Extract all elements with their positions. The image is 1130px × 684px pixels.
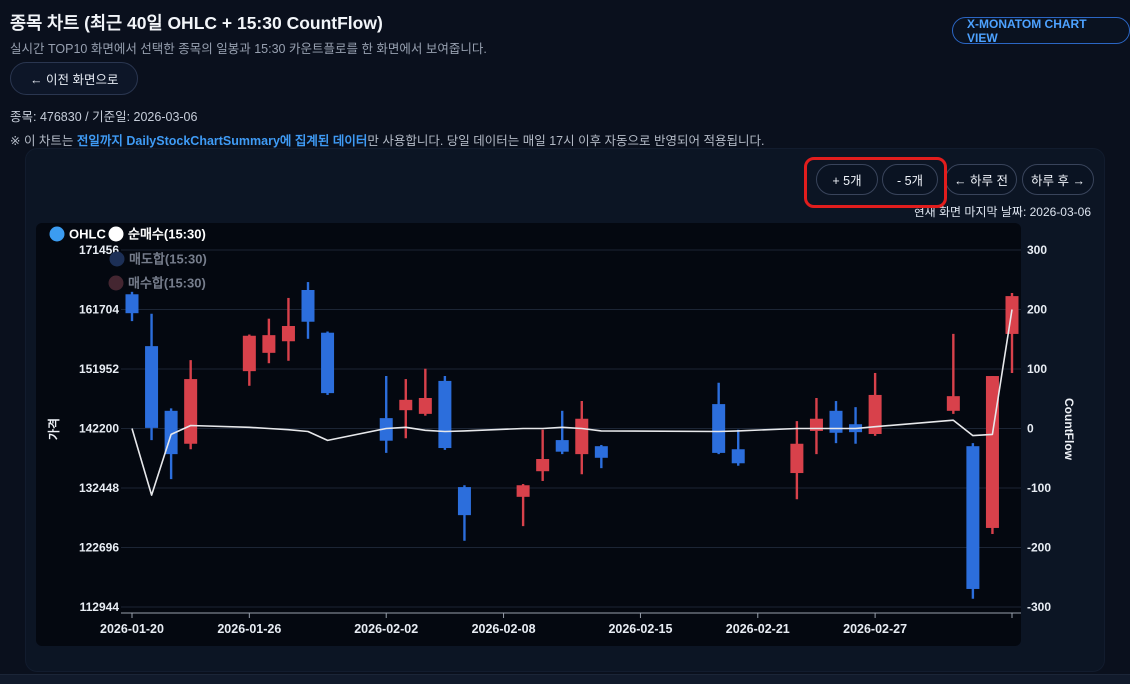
candle-2026-02-04 — [418, 368, 432, 416]
chart-legend: OHLC 순매수(15:30) 매도합(15:30) 매수합(15:30) — [49, 226, 207, 291]
candle-2026-03-06 — [1005, 293, 1019, 373]
legend-dot — [108, 275, 124, 291]
page-title: 종목 차트 (최근 40일 OHLC + 15:30 CountFlow) — [10, 13, 383, 33]
note-prefix: ※ 이 차트는 — [10, 134, 77, 148]
candle-2026-01-27 — [262, 318, 276, 364]
svg-text:100: 100 — [1027, 362, 1047, 376]
svg-text:2026-02-21: 2026-02-21 — [726, 622, 790, 636]
note-suffix: 만 사용합니다. 당일 데이터는 매일 17시 이후 자동으로 반영되어 적용됩… — [367, 134, 765, 148]
svg-text:200: 200 — [1027, 303, 1047, 317]
svg-text:-100: -100 — [1027, 481, 1051, 495]
flow-axis-title: CountFlow — [1062, 398, 1076, 461]
last-date-label: 현재 화면 마지막 날짜: 2026-03-06 — [913, 205, 1091, 219]
legend-label: 매수합(15:30) — [128, 276, 206, 291]
legend-label: 순매수(15:30) — [128, 227, 206, 242]
note-highlight: 전일까지 DailyStockChartSummary에 집계된 데이터 — [76, 134, 368, 148]
netflow-line — [131, 309, 1013, 496]
legend-label: OHLC — [69, 227, 106, 242]
svg-text:171456: 171456 — [79, 243, 119, 257]
candlestick-series — [125, 282, 1019, 599]
candle-2026-01-26 — [242, 334, 256, 386]
svg-text:0: 0 — [1027, 422, 1034, 436]
candle-2026-02-06 — [457, 485, 471, 541]
x-axis: 2026-01-20 2026-01-26 2026-02-02 2026-02-08… — [100, 612, 1021, 636]
stock-chart: 171456 161704 151952 142200 132448 122696 1129… — [36, 223, 1076, 646]
candle-2026-01-28 — [281, 297, 295, 361]
add-5-button[interactable]: + 5개 — [816, 164, 878, 195]
back-button[interactable]: ← 이전 화면으로 — [10, 62, 139, 95]
candle-2026-02-27 — [868, 372, 882, 436]
svg-text:112944: 112944 — [80, 600, 120, 614]
legend-item-0[interactable]: OHLC — [49, 226, 107, 242]
svg-text:2026-02-15: 2026-02-15 — [608, 622, 672, 636]
svg-text:2026-02-08: 2026-02-08 — [472, 622, 536, 636]
candle-2026-02-20 — [731, 429, 745, 466]
svg-text:122696: 122696 — [79, 541, 119, 555]
candle-2026-02-25 — [829, 401, 843, 444]
legend-dot — [49, 226, 65, 242]
candle-2026-02-23 — [790, 421, 804, 500]
svg-text:2026-01-20: 2026-01-20 — [100, 622, 164, 636]
candle-2026-02-19 — [712, 382, 726, 455]
subtract-5-button[interactable]: - 5개 — [882, 164, 938, 195]
next-day-button[interactable]: 하루 후 → — [1022, 164, 1094, 195]
legend-item-2[interactable]: 매도합(15:30) — [109, 251, 207, 267]
page-subtitle: 실시간 TOP10 화면에서 선택한 종목의 일봉과 15:30 카운트플로를 … — [10, 42, 487, 56]
prev-day-button[interactable]: ← 하루 전 — [945, 164, 1017, 195]
candle-2026-02-11 — [555, 410, 569, 455]
chart-panel: + 5개 - 5개 ← 하루 전 하루 후 → 현재 화면 마지막 날짜: 20… — [25, 148, 1105, 672]
candle-2026-01-30 — [321, 331, 335, 395]
svg-text:2026-02-02: 2026-02-02 — [354, 622, 418, 636]
price-axis-labels: 171456 161704 151952 142200 132448 122696 1129… — [79, 243, 119, 614]
candle-2026-02-09 — [516, 484, 530, 527]
legend-dot — [108, 226, 124, 242]
candle-2026-02-13 — [594, 444, 608, 469]
svg-text:142200: 142200 — [79, 422, 119, 436]
chart-data-note: ※ 이 차트는 전일까지 DailyStockChartSummary에 집계된… — [10, 130, 764, 149]
svg-text:132448: 132448 — [79, 481, 119, 495]
legend-label: 매도합(15:30) — [129, 252, 207, 267]
candle-2026-01-20 — [125, 291, 139, 322]
svg-text:-300: -300 — [1027, 600, 1051, 614]
svg-text:151952: 151952 — [79, 362, 119, 376]
candle-2026-03-03 — [946, 333, 960, 414]
candle-2026-02-02 — [379, 376, 393, 453]
price-axis-title: 가격 — [46, 418, 61, 440]
candle-2026-02-10 — [536, 429, 550, 481]
legend-dot — [109, 251, 125, 267]
candle-2026-02-03 — [399, 379, 413, 439]
svg-text:2026-01-26: 2026-01-26 — [217, 622, 281, 636]
svg-text:-200: -200 — [1027, 541, 1051, 555]
svg-text:2026-02-27: 2026-02-27 — [843, 622, 907, 636]
candle-2026-03-04 — [966, 443, 980, 599]
footer-strip — [0, 674, 1130, 684]
monatom-chart-view-button[interactable]: X-MONATOM CHART VIEW — [952, 17, 1130, 45]
flow-axis-labels: 300 200 100 0 -100 -200 -300 — [1027, 243, 1051, 614]
stock-info: 종목: 476830 / 기준일: 2026-03-06 — [10, 110, 198, 124]
svg-text:161704: 161704 — [79, 303, 119, 317]
candle-2026-01-21 — [145, 313, 159, 441]
svg-text:300: 300 — [1027, 243, 1047, 257]
legend-item-1[interactable]: 순매수(15:30) — [108, 226, 206, 242]
candle-2026-02-05 — [438, 376, 452, 450]
candle-2026-03-05 — [985, 376, 999, 535]
candle-2026-01-29 — [301, 282, 315, 339]
legend-item-3[interactable]: 매수합(15:30) — [108, 275, 206, 291]
